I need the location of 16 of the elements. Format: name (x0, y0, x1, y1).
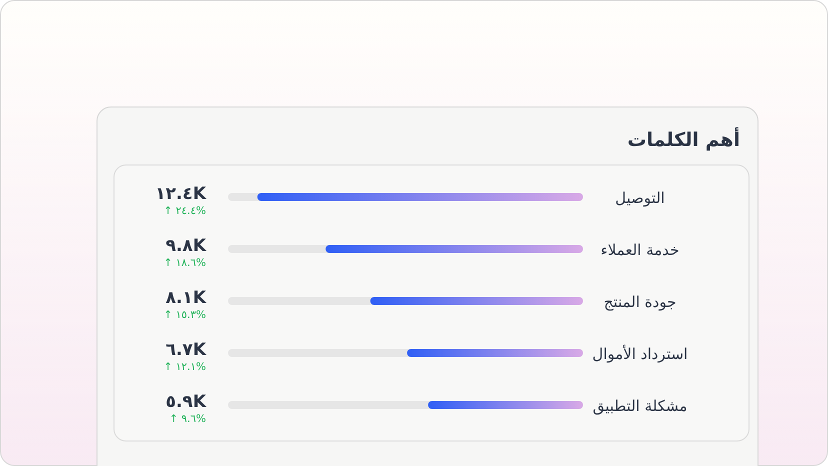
data-label: ٩.٨K (166, 236, 207, 256)
y-tick-label: جودة المنتج (604, 293, 676, 311)
data-label: ٨.١K (166, 288, 207, 308)
text: ↑ ٢٤.٤% (164, 205, 206, 217)
data-label: ٥.٩K (166, 392, 207, 412)
text: ↑ ٩.٦% (169, 413, 206, 425)
y-tick-label: التوصيل (615, 189, 665, 207)
y-tick-label: استرداد الأموال (592, 344, 688, 363)
text: ↑ ١٨.٦% (164, 257, 206, 269)
data-label: ٦.٧K (166, 340, 207, 360)
text: ↑ ١٥.٣% (164, 309, 206, 321)
text: أهم الكلمات (627, 127, 740, 151)
data-label: ١٢.٤K (155, 184, 207, 204)
y-tick-label: مشكلة التطبيق (592, 397, 688, 415)
y-tick-label: خدمة العملاء (600, 241, 680, 259)
text: ↑ ١٢.١% (164, 361, 206, 373)
